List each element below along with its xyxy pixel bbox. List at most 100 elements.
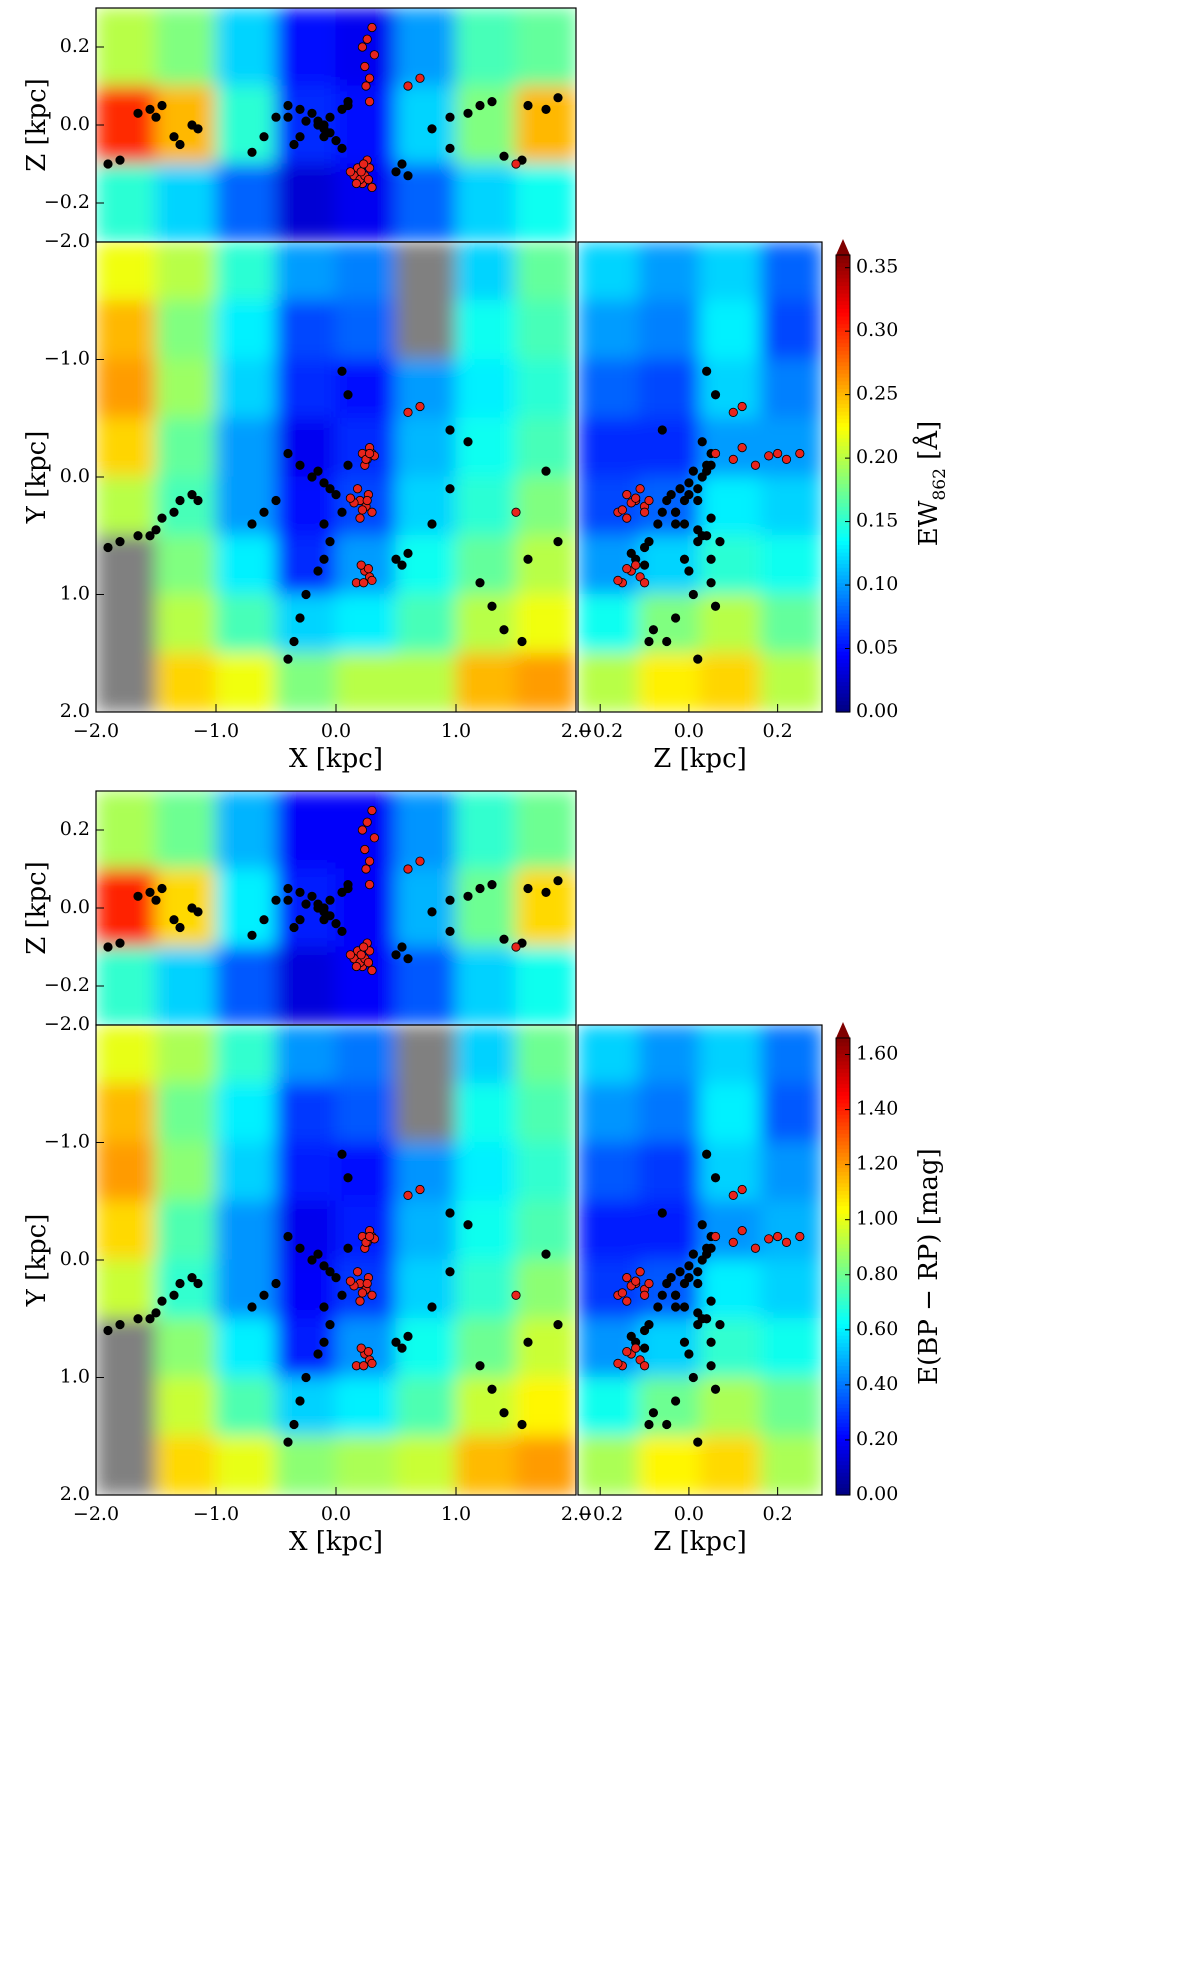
heatmap-cell <box>96 1377 157 1437</box>
red-star <box>356 167 366 177</box>
colorbar-step <box>836 574 850 580</box>
heatmap-cell <box>515 8 576 87</box>
heatmap-cell <box>515 791 576 870</box>
black-star <box>475 883 485 894</box>
heatmap-cell <box>215 1259 277 1320</box>
heatmap-cell <box>155 476 217 537</box>
colorbar-step <box>836 593 850 599</box>
black-star <box>295 613 305 623</box>
black-star <box>553 1320 563 1330</box>
red-star <box>364 856 375 866</box>
heatmap-cell <box>215 163 277 242</box>
heatmap-cell <box>515 946 576 1025</box>
red-star <box>631 1276 641 1286</box>
colorbar-step <box>836 1453 850 1458</box>
colorbar-tick-label: 0.10 <box>856 573 898 595</box>
heatmap-cell <box>760 1318 822 1378</box>
heatmap-cell <box>515 652 576 712</box>
heatmap-cell <box>638 359 701 419</box>
black-star <box>151 895 161 905</box>
red-star <box>361 81 371 91</box>
black-star <box>319 1302 329 1312</box>
black-star <box>688 1249 698 1259</box>
heatmap-cell <box>275 242 337 302</box>
black-star <box>541 887 551 898</box>
black-star <box>103 942 113 952</box>
colorbar-step <box>836 1091 850 1096</box>
heatmap-cell <box>335 1377 397 1437</box>
colorbar-tick-label: 0.15 <box>856 510 898 532</box>
y-tick-label: −2.0 <box>44 230 90 252</box>
heatmap-cell <box>155 417 217 478</box>
black-star <box>675 484 685 494</box>
colorbar-step <box>836 487 850 492</box>
colorbar-step <box>836 464 850 469</box>
black-star <box>151 112 161 122</box>
red-star <box>357 825 367 835</box>
heatmap-cell <box>215 1083 277 1143</box>
black-star <box>427 124 437 134</box>
heatmap-cell <box>155 1083 217 1143</box>
x-tick-label: −2.0 <box>73 1503 119 1525</box>
red-star <box>403 1190 413 1200</box>
black-star <box>157 100 167 111</box>
red-star <box>403 407 413 417</box>
heatmap-cell <box>155 1259 217 1320</box>
red-star <box>364 97 375 107</box>
black-star <box>639 1343 650 1353</box>
colorbar-step <box>836 1137 850 1142</box>
heatmap-cell <box>455 1025 517 1085</box>
red-star <box>362 1278 372 1289</box>
colorbar-step <box>836 426 850 431</box>
heatmap-cell <box>215 535 277 595</box>
colorbar-step <box>836 1216 850 1222</box>
heatmap-cell <box>455 417 517 478</box>
heatmap-cells <box>96 8 576 242</box>
black-star <box>175 1278 185 1289</box>
heatmap-cell <box>215 1025 277 1085</box>
heatmap-cell <box>335 1083 397 1143</box>
black-star <box>343 1243 353 1253</box>
colorbar-tick-label: 0.00 <box>856 700 898 722</box>
black-star <box>463 108 473 118</box>
colorbar-step <box>836 654 850 660</box>
black-star <box>679 554 690 564</box>
red-star <box>358 159 369 169</box>
black-star <box>337 366 347 376</box>
black-star <box>487 601 497 611</box>
colorbar-tick-label: 0.30 <box>856 319 898 341</box>
black-star <box>295 887 305 898</box>
black-star <box>283 100 293 111</box>
panel-frame <box>577 1024 823 1496</box>
x-axis-label: X [kpc] <box>289 1527 383 1557</box>
heatmap-cell <box>335 652 397 712</box>
heatmap-cell <box>578 1142 640 1202</box>
colorbar-step <box>836 334 850 340</box>
black-star <box>403 171 413 181</box>
black-star <box>445 484 455 494</box>
x-tick-label: −1.0 <box>193 720 239 742</box>
heatmap-cell <box>215 242 277 302</box>
heatmap-cell <box>155 163 217 242</box>
black-star <box>325 1320 335 1330</box>
colorbar-tick-label: 0.20 <box>856 446 898 468</box>
black-star <box>499 151 509 161</box>
colorbar-step <box>836 388 850 393</box>
y-axis-label: Y [kpc] <box>22 431 52 525</box>
heatmap-cell <box>215 8 277 87</box>
black-star <box>445 926 455 937</box>
heatmap-cell <box>578 300 640 360</box>
colorbar-step <box>836 373 850 378</box>
colorbar-step <box>836 1186 850 1191</box>
colorbar-step <box>836 510 850 515</box>
red-star <box>367 1358 377 1369</box>
heatmap-cell <box>760 1259 822 1320</box>
colorbar-step <box>836 395 850 401</box>
red-star <box>639 1361 650 1371</box>
black-star <box>115 938 125 948</box>
colorbar-step <box>836 479 850 485</box>
black-star <box>259 132 269 142</box>
red-star <box>644 1278 654 1289</box>
black-star <box>295 1243 305 1253</box>
